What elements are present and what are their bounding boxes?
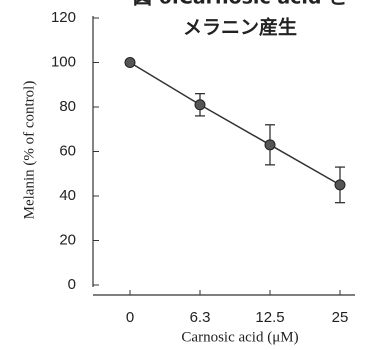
point (194, 99, 206, 111)
y-tick-label: 20 (59, 231, 76, 248)
y-tick-label: 100 (51, 53, 76, 70)
y-tick-label: 40 (59, 187, 76, 204)
point (124, 57, 136, 68)
line (129, 61, 341, 186)
y-axis-label: Melanin (% of control) (21, 81, 37, 220)
y-tick-label: 120 (51, 9, 76, 26)
y-tick-label: 0 (68, 276, 76, 293)
x-tick-label: 12.5 (255, 309, 284, 326)
x-tick-label: 6.3 (190, 309, 211, 326)
chart-title: 図 6.Carnosic acid と (133, 0, 347, 9)
x-axis-label: Carnosic acid (μM) (181, 329, 298, 345)
y-tick-label: 80 (59, 98, 76, 115)
chart-title: メラニン産生 (183, 16, 297, 39)
point (264, 139, 276, 151)
point (334, 179, 346, 191)
x-tick-label: 25 (332, 309, 349, 326)
x-tick-label: 0 (126, 309, 134, 326)
y-tick-label: 60 (59, 142, 76, 159)
